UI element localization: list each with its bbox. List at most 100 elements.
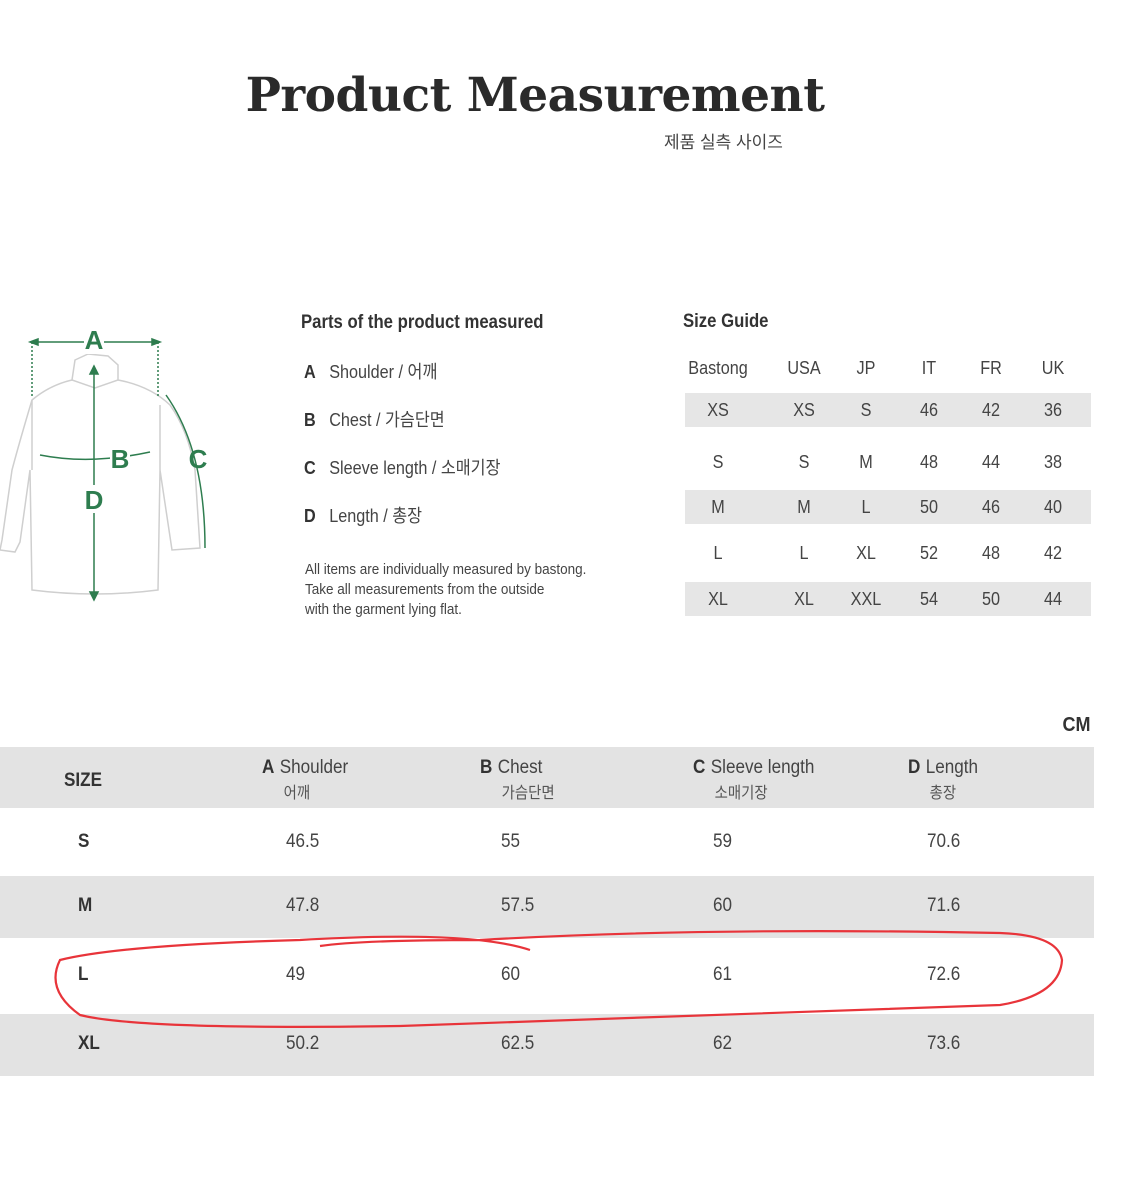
size-guide-cell: IT [921,358,937,378]
measurement-header: SIZE A Shoulder 어깨 B Chest 가슴단면 C Sleeve length 소… [0,747,1094,808]
size-guide-cell: L [799,543,809,563]
size-guide-cell: S [798,452,810,472]
size-guide-cell: 44 [981,452,1001,472]
size-guide-cell: XL [856,543,876,563]
value-cell: 47.8 [286,895,320,916]
size-guide-cell: XL [708,589,728,609]
part-label: Length / 총장 [329,506,423,526]
size-guide-cell: S [860,400,872,420]
value-cell: 62 [713,1033,733,1054]
column-label: Chest [497,757,543,778]
size-guide-cell: L [861,497,871,517]
page-subtitle: 제품 실측 사이즈 [664,133,783,152]
part-label: Chest / 가슴단면 [329,410,445,430]
size-guide-cell: 38 [1043,452,1063,472]
size-guide-cell: 44 [1043,589,1063,609]
size-cell: L [78,964,89,985]
column-label: Length [925,757,979,778]
size-guide-cell: Bastong [688,358,748,378]
note-line: Take all measurements from the outside [305,581,545,598]
value-cell: 72.6 [927,964,961,985]
size-guide-cell: 42 [1043,543,1063,563]
diagram-label-d: D [85,485,104,515]
size-guide-cell: XS [707,400,729,420]
size-guide-row: S S M 48 44 38 [685,445,1091,479]
size-guide-cell: USA [787,358,821,378]
size-guide-cell: 46 [919,400,939,420]
note-line: All items are individually measured by b… [305,561,587,578]
size-guide-cell: 52 [919,543,939,563]
parts-title: Parts of the product measured [301,312,544,333]
column-header: C Sleeve length 소매기장 [693,757,814,803]
size-guide-cell: XL [794,589,814,609]
value-cell: 55 [501,831,521,852]
size-guide-cell: 46 [981,497,1001,517]
size-guide-cell: FR [980,358,1002,378]
part-item: D Length / 총장 [304,502,422,528]
size-guide-cell: UK [1041,358,1065,378]
measurement-row: XL 50.2 62.5 62 73.6 [0,1014,1094,1076]
value-cell: 50.2 [286,1033,320,1054]
size-cell: S [78,831,90,852]
value-cell: 70.6 [927,831,961,852]
shirt-measurement-diagram-icon: A B C D [0,325,208,602]
size-cell: XL [78,1033,100,1054]
diagram-label-b: B [111,444,130,474]
size-guide-cell: M [859,452,873,472]
size-guide-row: XS XS S 46 42 36 [685,393,1091,427]
size-guide-header: Bastong USA JP IT FR UK [685,351,1091,385]
column-header: D Length 총장 [908,757,978,803]
part-label: Sleeve length / 소매기장 [329,458,501,478]
diagram-label-c: C [189,444,208,474]
value-cell: 46.5 [286,831,320,852]
column-letter: C [693,757,706,778]
part-item: C Sleeve length / 소매기장 [304,454,500,480]
column-label-ko: 어깨 [283,785,311,802]
value-cell: 49 [286,964,306,985]
value-cell: 73.6 [927,1033,961,1054]
part-label: Shoulder / 어깨 [329,362,438,382]
size-guide-cell: XXL [850,589,882,609]
column-header: A Shoulder 어깨 [262,757,348,803]
size-guide-row: XL XL XXL 54 50 44 [685,582,1091,616]
unit-label: CM [1062,714,1091,736]
size-guide-cell: 40 [1043,497,1063,517]
part-item: B Chest / 가슴단면 [304,406,445,432]
size-guide-cell: S [712,452,724,472]
part-letter: B [304,410,316,430]
size-guide-cell: XS [793,400,815,420]
value-cell: 71.6 [927,895,961,916]
note-line: with the garment lying flat. [305,601,462,618]
column-label-ko: 가슴단면 [501,785,555,802]
column-label: Shoulder [279,757,349,778]
measurement-row: S 46.5 55 59 70.6 [0,810,1094,876]
size-guide-cell: M [711,497,725,517]
column-label: Sleeve length [710,757,815,778]
diagram-label-a: A [85,325,104,355]
size-guide-cell: 50 [981,589,1001,609]
column-letter: B [480,757,493,778]
value-cell: 62.5 [501,1033,535,1054]
part-letter: D [304,506,316,526]
part-item: A Shoulder / 어깨 [304,358,437,384]
size-guide-cell: 54 [919,589,939,609]
part-letter: C [304,458,316,478]
size-guide-cell: 36 [1043,400,1063,420]
size-header: SIZE [64,770,103,791]
size-guide-cell: L [713,543,723,563]
value-cell: 59 [713,831,733,852]
size-guide-cell: 48 [981,543,1001,563]
column-letter: A [262,757,275,778]
measurement-note: All items are individually measured by b… [305,560,586,620]
column-label-ko: 소매기장 [714,785,768,802]
column-letter: D [908,757,921,778]
size-guide-cell: 50 [919,497,939,517]
page-title: Product Measurement [245,68,825,123]
size-guide-row: L L XL 52 48 42 [685,536,1091,570]
value-cell: 61 [713,964,733,985]
value-cell: 60 [713,895,733,916]
value-cell: 57.5 [501,895,535,916]
size-guide-cell: M [797,497,811,517]
part-letter: A [304,362,316,382]
measurement-row: M 47.8 57.5 60 71.6 [0,876,1094,938]
